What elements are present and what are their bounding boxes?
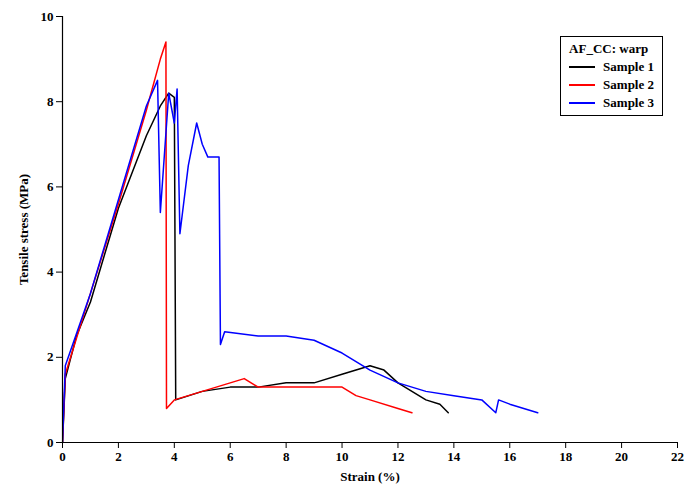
svg-text:0: 0: [47, 435, 54, 450]
svg-text:2: 2: [115, 449, 122, 464]
html-text:Sample 1: Sample 1: [603, 59, 654, 74]
svg-text:6: 6: [47, 179, 54, 194]
svg-text:14: 14: [447, 449, 461, 464]
svg-text:2: 2: [47, 349, 54, 364]
svg-text:4: 4: [171, 449, 178, 464]
html-text:AF_CC: warp: AF_CC: warp: [569, 41, 649, 56]
svg-text:22: 22: [671, 449, 684, 464]
svg-text:10: 10: [336, 449, 349, 464]
svg-text:Tensile stress (MPa): Tensile stress (MPa): [16, 174, 31, 285]
svg-text:10: 10: [41, 9, 54, 24]
svg-text:8: 8: [47, 94, 54, 109]
svg-text:12: 12: [391, 449, 404, 464]
html-text:Sample 3: Sample 3: [603, 95, 654, 110]
svg-text:8: 8: [283, 449, 290, 464]
svg-text:16: 16: [503, 449, 516, 464]
svg-text:Strain (%): Strain (%): [340, 469, 400, 484]
svg-text:18: 18: [559, 449, 573, 464]
svg-text:6: 6: [227, 449, 234, 464]
svg-text:0: 0: [59, 449, 66, 464]
html-text:Sample 2: Sample 2: [603, 77, 654, 92]
svg-text:4: 4: [47, 264, 54, 279]
svg-text:20: 20: [615, 449, 628, 464]
